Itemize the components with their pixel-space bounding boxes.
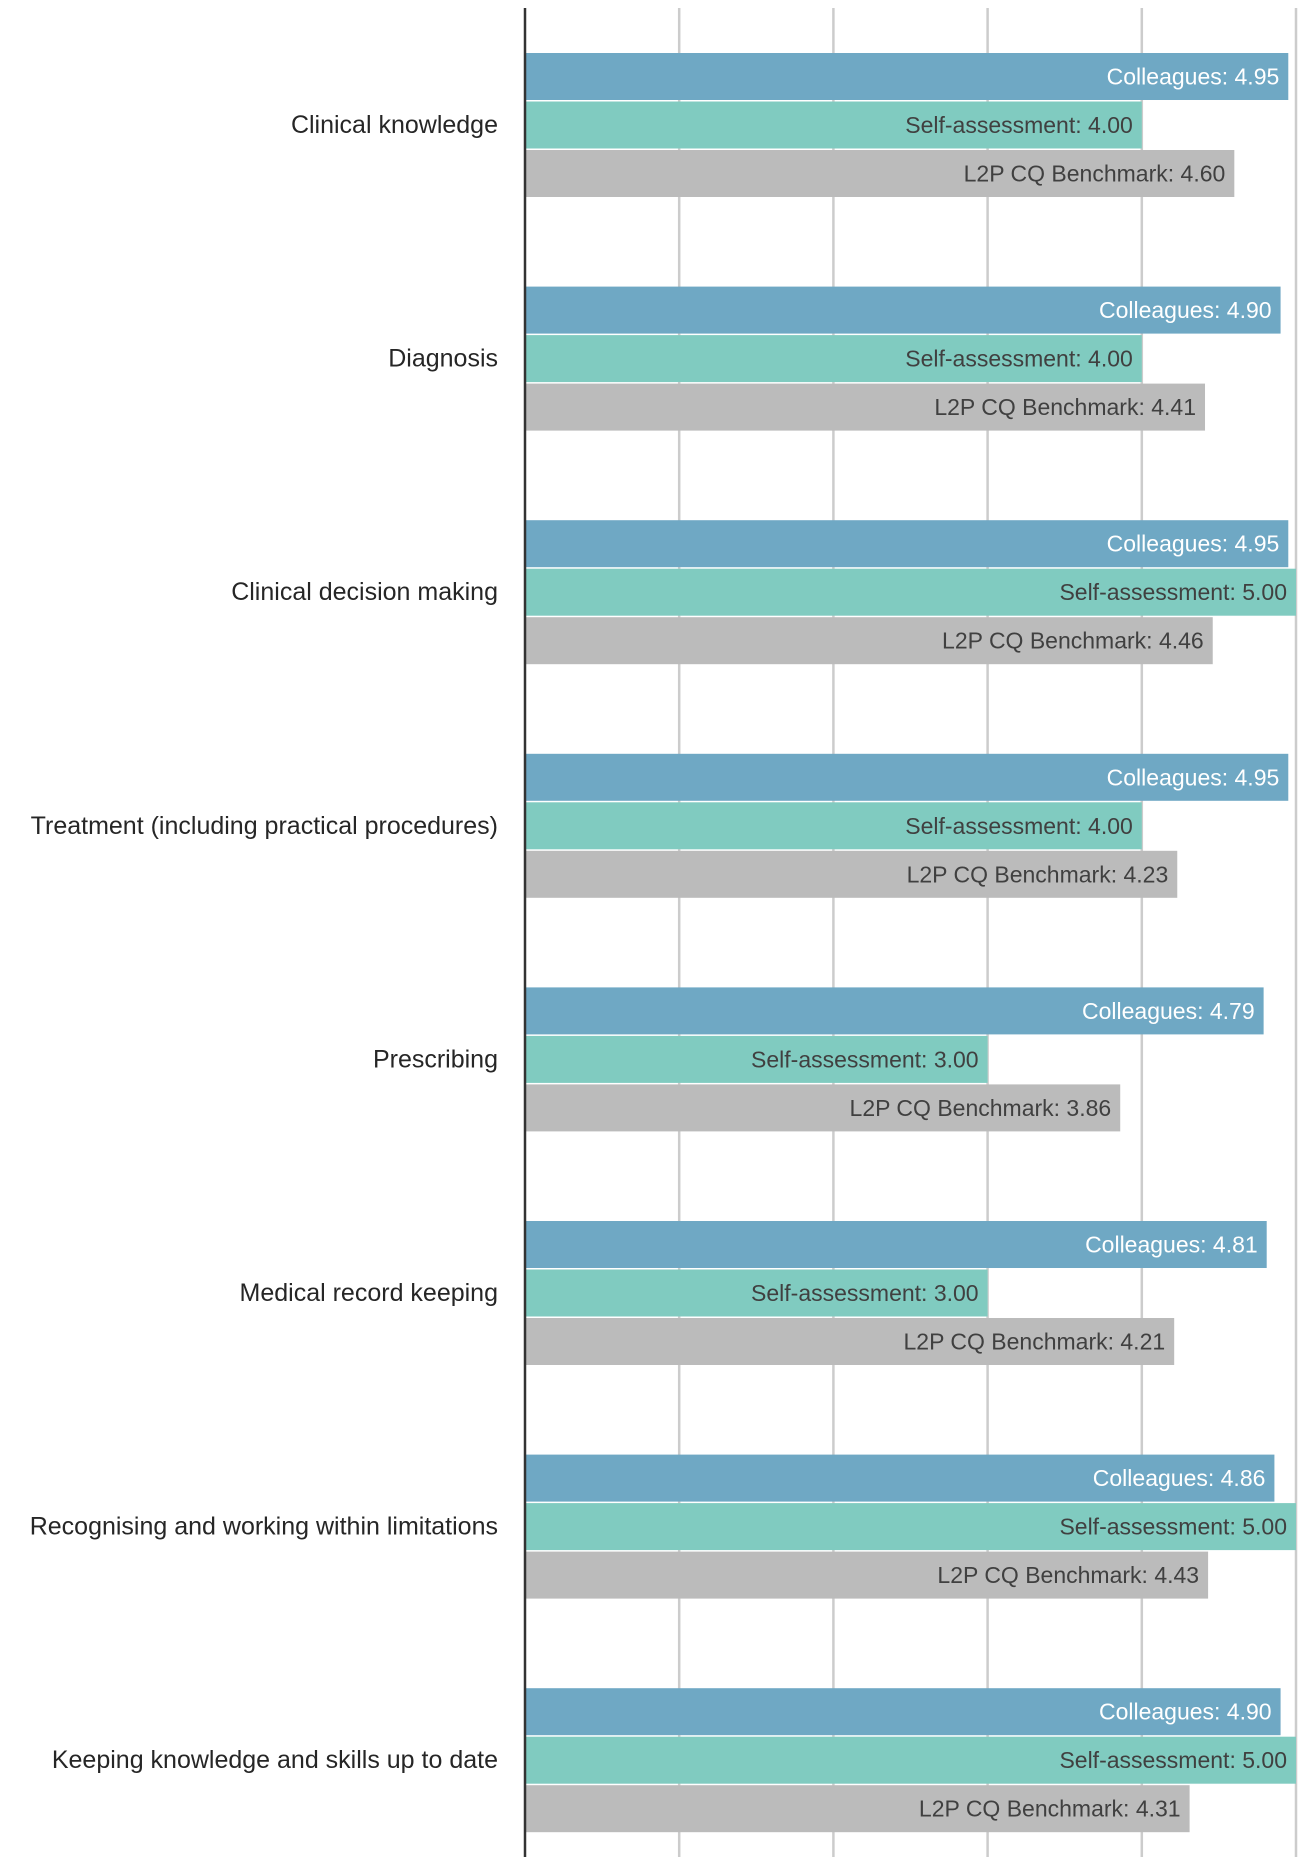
- bar-l2p-cq-benchmark-clinical-decision-making: [525, 617, 1213, 665]
- data-label-colleagues: Colleagues: 4.86: [1093, 1465, 1266, 1491]
- bar-l2p-cq-benchmark-keeping-knowledge-and-skills-up-to-date: [525, 1785, 1190, 1833]
- bar-self-assessment-recognising-and-working-within-limitations: [525, 1503, 1296, 1551]
- bar-colleagues-clinical-decision-making: [525, 520, 1289, 568]
- data-label-self-assessment: Self-assessment: 4.00: [905, 346, 1133, 372]
- category-label: Recognising and working within limitatio…: [30, 1513, 498, 1541]
- bar-self-assessment-clinical-decision-making: [525, 568, 1296, 616]
- bar-colleagues-treatment-including-practical-procedures: [525, 753, 1289, 801]
- bar-l2p-cq-benchmark-diagnosis: [525, 383, 1206, 431]
- data-label-colleagues: Colleagues: 4.95: [1107, 531, 1280, 557]
- bar-self-assessment-diagnosis: [525, 335, 1142, 383]
- bar-self-assessment-clinical-knowledge: [525, 101, 1142, 149]
- data-label-colleagues: Colleagues: 4.95: [1107, 764, 1280, 790]
- bar-self-assessment-medical-record-keeping: [525, 1269, 988, 1317]
- bar-l2p-cq-benchmark-treatment-including-practical-procedures: [525, 850, 1178, 898]
- category-label: Medical record keeping: [240, 1279, 498, 1307]
- data-label-l2p-cq-benchmark: L2P CQ Benchmark: 4.60: [964, 161, 1226, 187]
- data-label-l2p-cq-benchmark: L2P CQ Benchmark: 4.21: [904, 1329, 1166, 1355]
- data-label-colleagues: Colleagues: 4.90: [1099, 297, 1272, 323]
- bar-self-assessment-prescribing: [525, 1035, 988, 1083]
- data-label-self-assessment: Self-assessment: 5.00: [1059, 1514, 1287, 1540]
- bar-self-assessment-keeping-knowledge-and-skills-up-to-date: [525, 1736, 1296, 1784]
- data-label-l2p-cq-benchmark: L2P CQ Benchmark: 4.23: [907, 861, 1169, 887]
- data-label-self-assessment: Self-assessment: 5.00: [1059, 579, 1287, 605]
- data-label-colleagues: Colleagues: 4.81: [1085, 1232, 1258, 1258]
- category-label: Diagnosis: [388, 345, 498, 373]
- category-labels: Clinical knowledge Diagnosis Clinical deci…: [30, 111, 498, 1774]
- bar-l2p-cq-benchmark-prescribing: [525, 1084, 1121, 1132]
- bar-colleagues-prescribing: [525, 987, 1264, 1035]
- bar-colleagues-clinical-knowledge: [525, 53, 1289, 100]
- bar-colleagues-medical-record-keeping: [525, 1221, 1267, 1268]
- data-label-self-assessment: Self-assessment: 3.00: [751, 1280, 979, 1306]
- bar-colleagues-keeping-knowledge-and-skills-up-to-date: [525, 1688, 1281, 1736]
- category-label: Clinical knowledge: [291, 111, 498, 139]
- data-label-l2p-cq-benchmark: L2P CQ Benchmark: 4.46: [942, 628, 1204, 654]
- bar-l2p-cq-benchmark-clinical-knowledge: [525, 150, 1235, 197]
- data-label-self-assessment: Self-assessment: 4.00: [905, 112, 1133, 138]
- data-label-self-assessment: Self-assessment: 4.00: [905, 813, 1133, 839]
- data-label-l2p-cq-benchmark: L2P CQ Benchmark: 4.41: [934, 394, 1196, 420]
- category-label: Clinical decision making: [231, 578, 498, 606]
- bar-l2p-cq-benchmark-recognising-and-working-within-limitations: [525, 1551, 1209, 1599]
- data-label-l2p-cq-benchmark: L2P CQ Benchmark: 3.86: [850, 1095, 1112, 1121]
- category-label: Treatment (including practical procedure…: [31, 812, 498, 840]
- data-label-l2p-cq-benchmark: L2P CQ Benchmark: 4.31: [919, 1796, 1181, 1822]
- data-label-self-assessment: Self-assessment: 5.00: [1059, 1747, 1287, 1773]
- data-label-colleagues: Colleagues: 4.79: [1082, 998, 1255, 1024]
- data-label-colleagues: Colleagues: 4.95: [1107, 64, 1280, 90]
- data-label-colleagues: Colleagues: 4.90: [1099, 1699, 1272, 1725]
- bar-l2p-cq-benchmark-medical-record-keeping: [525, 1318, 1175, 1365]
- category-label: Keeping knowledge and skills up to date: [52, 1746, 498, 1774]
- bar-self-assessment-treatment-including-practical-procedures: [525, 802, 1142, 850]
- data-label-self-assessment: Self-assessment: 3.00: [751, 1046, 979, 1072]
- bar-colleagues-recognising-and-working-within-limitations: [525, 1454, 1275, 1502]
- bar-colleagues-diagnosis: [525, 286, 1281, 334]
- bars: Colleagues: 4.95 Self-assessment: 4.00 L2P…: [525, 53, 1296, 1833]
- category-label: Prescribing: [373, 1045, 498, 1073]
- data-label-l2p-cq-benchmark: L2P CQ Benchmark: 4.43: [937, 1562, 1199, 1588]
